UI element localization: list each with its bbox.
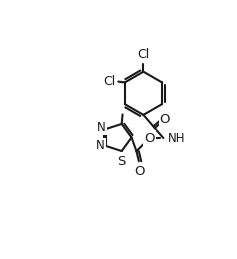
Text: O: O (135, 164, 145, 178)
Text: O: O (144, 132, 155, 145)
Text: S: S (118, 155, 126, 168)
Text: Cl: Cl (103, 75, 115, 88)
Text: N: N (96, 139, 105, 152)
Text: N: N (97, 121, 106, 134)
Text: O: O (160, 113, 170, 126)
Text: Cl: Cl (137, 48, 150, 61)
Text: NH: NH (167, 132, 185, 145)
